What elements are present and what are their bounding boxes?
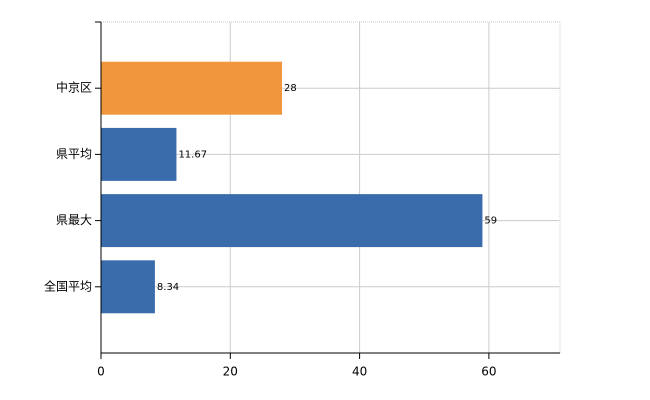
x-tick-label: 20 bbox=[223, 365, 238, 379]
bar bbox=[101, 194, 483, 248]
y-tick-label: 県最大 bbox=[56, 213, 92, 227]
value-label: 11.67 bbox=[178, 149, 207, 160]
x-tick-label: 40 bbox=[352, 365, 367, 379]
value-label: 59 bbox=[484, 216, 497, 227]
y-tick-label: 全国平均 bbox=[44, 278, 92, 293]
bar bbox=[101, 61, 283, 115]
y-tick-label: 県平均 bbox=[56, 147, 92, 161]
x-tick-label: 0 bbox=[97, 365, 105, 379]
x-tick-label: 60 bbox=[481, 365, 496, 379]
bar bbox=[101, 260, 155, 314]
value-label: 28 bbox=[284, 83, 297, 94]
value-label: 8.34 bbox=[157, 282, 179, 293]
y-tick-label: 中京区 bbox=[56, 80, 92, 95]
bar bbox=[101, 127, 177, 181]
